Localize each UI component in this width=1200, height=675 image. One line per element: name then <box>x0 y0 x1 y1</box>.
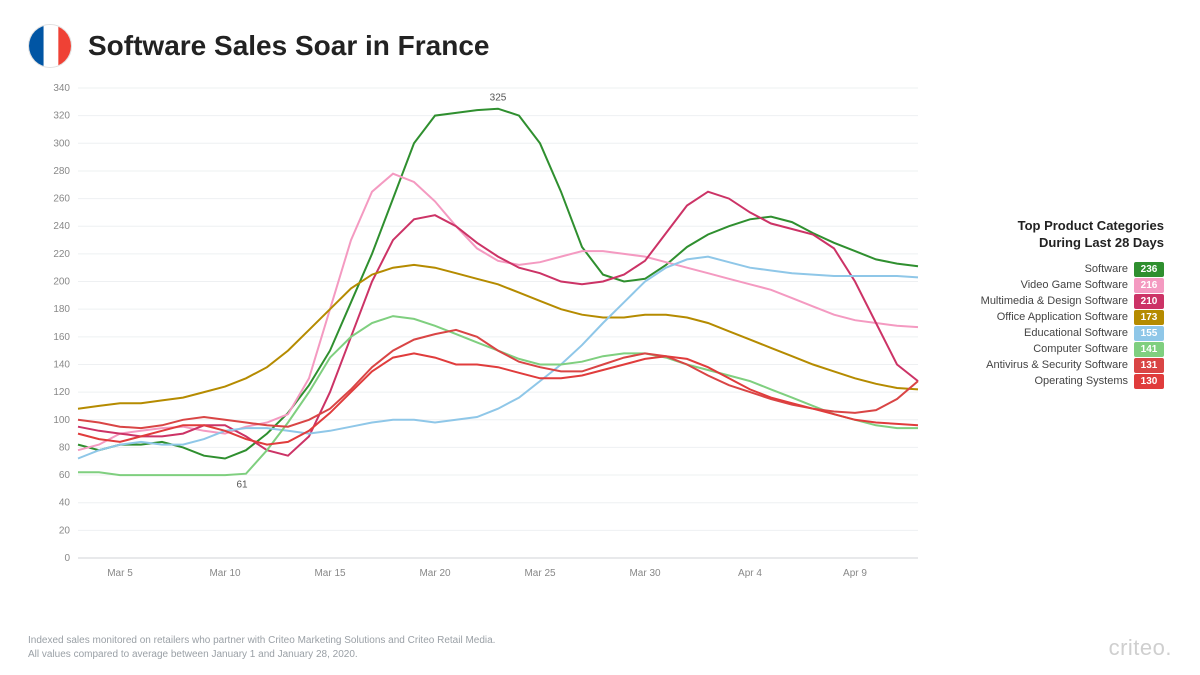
svg-text:300: 300 <box>53 138 70 149</box>
legend-item-badge: 141 <box>1134 342 1164 357</box>
svg-text:320: 320 <box>53 111 70 122</box>
svg-text:60: 60 <box>59 470 71 481</box>
legend-item-badge: 173 <box>1134 310 1164 325</box>
legend-item-label: Office Application Software <box>997 311 1128 323</box>
svg-text:Mar 15: Mar 15 <box>314 568 346 579</box>
legend-item: Software 236 <box>938 262 1164 277</box>
legend-title-line2: During Last 28 Days <box>1039 235 1164 250</box>
svg-text:Apr 9: Apr 9 <box>843 568 867 579</box>
line-chart: 0 20 40 60 80 100 120 140 160 180 200 220 240 260 280 3… <box>28 78 928 598</box>
legend-item: Operating Systems 130 <box>938 374 1164 389</box>
legend-item: Office Application Software 173 <box>938 310 1164 325</box>
flag-france-icon <box>28 24 72 68</box>
legend-item-label: Video Game Software <box>1021 279 1128 291</box>
legend-item-badge: 216 <box>1134 278 1164 293</box>
svg-text:20: 20 <box>59 525 71 536</box>
legend-item-label: Educational Software <box>1024 327 1128 339</box>
svg-text:Mar 30: Mar 30 <box>629 568 661 579</box>
header: Software Sales Soar in France <box>28 24 1172 68</box>
svg-text:0: 0 <box>64 553 70 564</box>
legend-item-label: Operating Systems <box>1034 375 1128 387</box>
svg-text:100: 100 <box>53 415 70 426</box>
svg-text:200: 200 <box>53 277 70 288</box>
page: Software Sales Soar in France 0 20 40 60 80 1… <box>0 0 1200 675</box>
svg-text:120: 120 <box>53 387 70 398</box>
svg-text:340: 340 <box>53 83 70 94</box>
svg-text:260: 260 <box>53 194 70 205</box>
legend-title-line1: Top Product Categories <box>1018 218 1164 233</box>
svg-text:280: 280 <box>53 166 70 177</box>
footnote-line1: Indexed sales monitored on retailers who… <box>28 635 495 646</box>
svg-text:Mar 25: Mar 25 <box>524 568 556 579</box>
legend-item: Multimedia & Design Software 210 <box>938 294 1164 309</box>
chart-area: 0 20 40 60 80 100 120 140 160 180 200 220 240 260 280 3… <box>28 78 928 598</box>
legend-item: Computer Software 141 <box>938 342 1164 357</box>
legend-item-badge: 130 <box>1134 374 1164 389</box>
svg-text:61: 61 <box>236 480 248 491</box>
legend-item-label: Antivirus & Security Software <box>986 359 1128 371</box>
svg-text:240: 240 <box>53 221 70 232</box>
legend-item-badge: 155 <box>1134 326 1164 341</box>
svg-text:220: 220 <box>53 249 70 260</box>
svg-text:Mar 20: Mar 20 <box>419 568 451 579</box>
legend-item-label: Computer Software <box>1033 343 1128 355</box>
brand-dot-icon: . <box>1165 635 1172 660</box>
legend-item-badge: 210 <box>1134 294 1164 309</box>
legend-item-label: Multimedia & Design Software <box>981 295 1128 307</box>
legend-item-label: Software <box>1085 263 1128 275</box>
brand-text: criteo <box>1109 635 1166 660</box>
legend-item: Antivirus & Security Software 131 <box>938 358 1164 373</box>
svg-text:Mar 5: Mar 5 <box>107 568 133 579</box>
legend: Top Product Categories During Last 28 Da… <box>938 78 1172 598</box>
legend-item: Educational Software 155 <box>938 326 1164 341</box>
svg-text:40: 40 <box>59 498 71 509</box>
legend-title: Top Product Categories During Last 28 Da… <box>938 218 1164 252</box>
svg-text:180: 180 <box>53 304 70 315</box>
footnote: Indexed sales monitored on retailers who… <box>28 634 495 661</box>
chart-body: 0 20 40 60 80 100 120 140 160 180 200 220 240 260 280 3… <box>28 78 1172 598</box>
svg-text:Mar 10: Mar 10 <box>209 568 241 579</box>
legend-item-badge: 131 <box>1134 358 1164 373</box>
svg-text:140: 140 <box>53 359 70 370</box>
legend-items: Software236Video Game Software216Multime… <box>938 262 1164 389</box>
svg-text:325: 325 <box>490 93 507 104</box>
svg-text:80: 80 <box>59 442 71 453</box>
legend-item: Video Game Software 216 <box>938 278 1164 293</box>
svg-text:Apr 4: Apr 4 <box>738 568 762 579</box>
footer: Indexed sales monitored on retailers who… <box>28 634 1172 661</box>
footnote-line2: All values compared to average between J… <box>28 649 358 660</box>
legend-item-badge: 236 <box>1134 262 1164 277</box>
svg-text:160: 160 <box>53 332 70 343</box>
brand-logo: criteo. <box>1109 635 1172 661</box>
page-title: Software Sales Soar in France <box>88 30 490 62</box>
